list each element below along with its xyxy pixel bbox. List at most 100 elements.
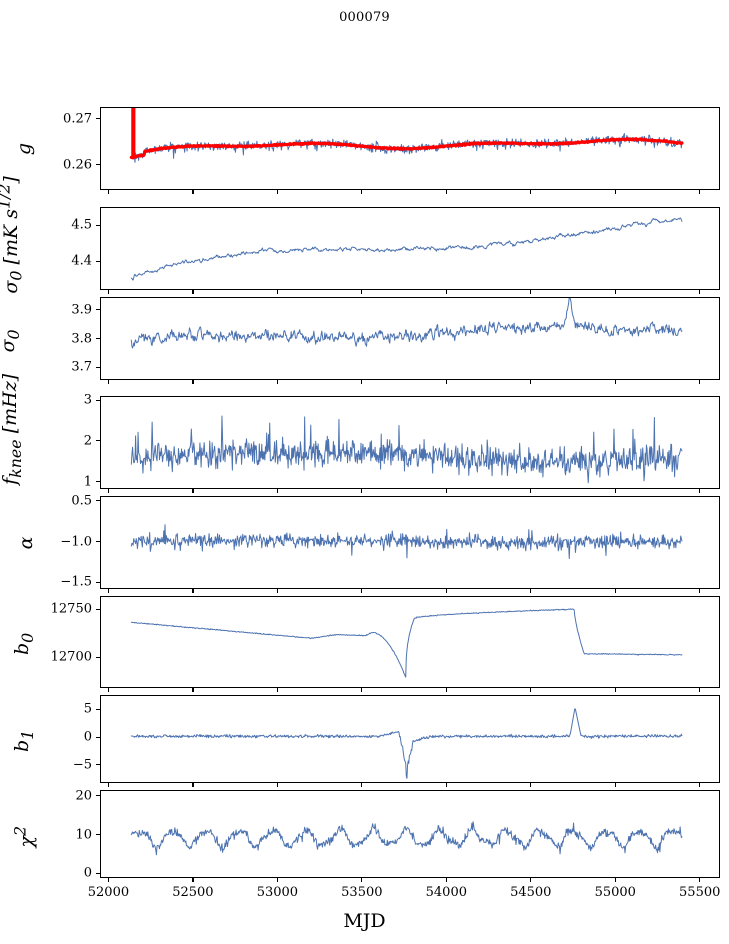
panel-fknee [100,396,720,489]
y-tick-mark [95,440,100,442]
y-tick-mark [95,118,100,120]
y-tick-label-alpha: −1.5 [60,574,92,590]
x-tick-mark [699,380,701,384]
x-tick-mark [699,589,701,593]
y-tick-mark [95,164,100,166]
y-tick-label-sigma0_b: 3.8 [71,331,92,346]
x-tick-mark [445,380,447,384]
y-tick-mark [95,338,100,340]
x-tick-mark [276,589,278,593]
x-tick-mark [107,489,110,493]
x-tick-mark [614,688,616,692]
x-tick-label: 55000 [594,885,636,900]
x-tick-mark [530,489,532,493]
x-tick-mark [445,783,447,787]
x-tick-mark [192,783,194,787]
y-tick-label-b0: 12700 [50,649,92,665]
y-tick-label-b1: 0 [83,729,92,745]
y-tick-mark [95,656,100,658]
x-tick-mark [192,380,194,384]
x-tick-mark [614,878,616,882]
x-tick-mark [361,688,363,692]
y-tick-mark [95,736,100,738]
y-tick-mark [95,260,100,262]
x-tick-mark [276,489,278,493]
x-tick-mark [699,489,701,493]
y-tick-mark [95,608,100,610]
y-tick-mark [95,708,100,710]
x-tick-mark [699,688,701,692]
y-tick-label-b0: 12750 [50,601,92,617]
x-tick-mark [530,190,532,194]
x-tick-label: 52000 [87,885,130,900]
y-tick-label-g: 0.26 [63,157,92,173]
y-tick-mark [95,309,100,311]
data-line-fknee [130,415,683,484]
x-tick-mark [276,190,278,194]
x-tick-mark [107,190,110,194]
y-axis-label-sigma0: σ0 [mK s1/2] [0,175,26,294]
y-tick-label-b1: −5 [72,757,92,773]
x-tick-mark [614,380,616,384]
x-tick-mark [445,290,447,294]
y-tick-mark [95,795,100,797]
x-tick-mark [107,878,110,882]
x-tick-mark [445,878,447,882]
y-tick-mark [95,399,100,401]
data-line-chi2 [130,821,683,856]
x-tick-mark [530,290,532,294]
x-tick-label: 52500 [172,885,214,900]
x-tick-mark [276,878,278,882]
y-tick-mark [95,541,100,543]
x-tick-mark [192,489,194,493]
y-tick-label-chi2: 0 [83,865,92,881]
x-tick-mark [445,688,447,692]
x-tick-mark [361,190,363,194]
x-tick-mark [276,380,278,384]
y-tick-label-sigma0: 4.4 [71,253,92,269]
x-tick-mark [107,589,110,593]
panel-chi2 [100,790,720,878]
y-tick-mark [95,834,100,836]
x-tick-mark [361,290,363,294]
panel-g [100,107,720,190]
y-tick-label-fknee: 2 [83,433,92,449]
panel-alpha [100,496,720,589]
x-tick-mark [361,589,363,593]
x-tick-mark [614,783,616,787]
x-tick-mark [699,878,701,882]
x-tick-mark [530,688,532,692]
y-tick-label-chi2: 20 [75,788,92,804]
x-tick-mark [107,783,110,787]
x-tick-mark [192,190,194,194]
y-tick-label-fknee: 3 [83,392,92,408]
y-tick-mark [95,366,100,368]
x-tick-mark [361,380,363,384]
x-tick-mark [445,589,447,593]
x-tick-label: 53500 [341,885,383,900]
y-tick-mark [95,224,100,226]
x-tick-mark [192,589,194,593]
smoothed-line-g [129,137,684,160]
x-axis-label: MJD [343,910,386,932]
data-line-sigma0 [130,217,683,281]
x-tick-mark [192,290,194,294]
data-line-b1 [130,708,683,779]
x-tick-mark [699,190,701,194]
x-tick-mark [276,290,278,294]
y-tick-label-fknee: 1 [83,474,92,490]
x-tick-mark [107,688,110,692]
y-axis-label-chi2: χ2 [10,825,38,848]
y-axis-label-alpha: α [15,536,37,549]
panel-b0 [100,596,720,688]
y-axis-label-sigma0_b: σ0 [0,328,23,352]
figure-title: 000079 [339,10,390,25]
x-tick-mark [361,878,363,882]
x-tick-mark [107,290,110,294]
x-tick-mark [445,489,447,493]
y-tick-mark [95,581,100,584]
y-tick-label-b1: 5 [83,701,92,717]
x-tick-label: 53000 [256,885,299,900]
x-tick-mark [361,783,363,787]
